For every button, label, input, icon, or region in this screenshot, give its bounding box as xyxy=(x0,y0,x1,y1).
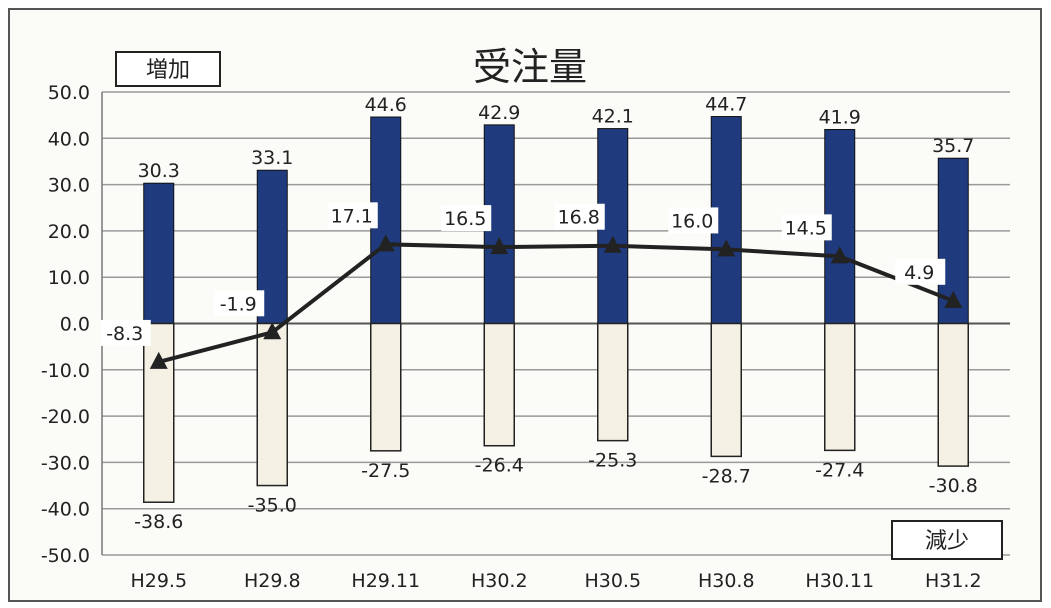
line-label-bg xyxy=(214,290,265,317)
x-tick-label: H30.5 xyxy=(584,570,641,592)
line-marker xyxy=(603,235,622,253)
data-label-line: -8.3 xyxy=(106,323,143,345)
bar-decrease xyxy=(483,322,515,447)
bar-decrease xyxy=(710,322,742,458)
data-label-decrease: -26.4 xyxy=(475,455,524,477)
line-marker xyxy=(717,239,736,257)
line-marker xyxy=(830,246,849,264)
data-label-line: 14.5 xyxy=(785,217,827,239)
bar-decrease xyxy=(597,322,629,442)
data-label-line: 16.8 xyxy=(558,207,600,229)
legend-increase: 増加 xyxy=(115,51,221,87)
chart-frame: 30.3 33.1 44.6 42.9 42.1 44.7 41.9 35.7 -38.6 -35… xyxy=(8,8,1042,602)
data-label-decrease: -38.6 xyxy=(134,511,183,533)
data-label-increase: 44.6 xyxy=(365,94,407,116)
data-label-increase: 41.9 xyxy=(819,107,861,129)
y-tick-label: 50.0 xyxy=(48,82,90,104)
data-label-increase: 42.1 xyxy=(592,106,634,128)
line-label-bg xyxy=(895,258,946,285)
x-tick-label: H29.11 xyxy=(351,570,420,592)
data-label-increase: 30.3 xyxy=(138,160,180,182)
line-marker xyxy=(490,237,509,255)
line-marker xyxy=(944,290,963,308)
data-label-line: 4.9 xyxy=(904,262,934,284)
y-tick-label: -40.0 xyxy=(41,499,90,521)
data-label-decrease: -25.3 xyxy=(588,450,637,472)
y-tick-label: 0.0 xyxy=(60,314,90,336)
data-label-decrease: -30.8 xyxy=(929,475,978,497)
y-tick-label: 10.0 xyxy=(48,267,90,289)
y-tick-label: 40.0 xyxy=(48,128,90,150)
data-label-increase: 42.9 xyxy=(478,102,520,124)
line-label-bg xyxy=(100,319,151,346)
data-label-line: 16.0 xyxy=(671,210,713,232)
data-label-decrease: -28.7 xyxy=(702,465,751,487)
y-tick-label: -30.0 xyxy=(41,452,90,474)
line-label-bg xyxy=(554,203,605,230)
line-label-bg xyxy=(781,214,832,241)
bar-decrease xyxy=(937,322,969,467)
data-label-increase: 44.7 xyxy=(705,94,747,116)
line-marker xyxy=(149,351,168,369)
chart: 30.3 33.1 44.6 42.9 42.1 44.7 41.9 35.7 -38.6 -35… xyxy=(41,45,1010,592)
legend-increase-label: 増加 xyxy=(146,58,190,83)
legend-decrease-label: 減少 xyxy=(925,529,969,554)
chart-title: 受注量 xyxy=(473,45,587,89)
data-label-increase: 33.1 xyxy=(251,147,293,169)
x-tick-label: H29.8 xyxy=(244,570,301,592)
line-label-bg xyxy=(441,205,492,232)
data-label-line: -1.9 xyxy=(220,293,257,315)
x-tick-label: H30.2 xyxy=(471,570,528,592)
line-label-bg xyxy=(668,207,719,234)
y-tick-label: -50.0 xyxy=(41,545,90,567)
data-label-decrease: -27.4 xyxy=(815,459,864,481)
x-tick-label: H29.5 xyxy=(130,570,187,592)
line-marker xyxy=(376,234,395,252)
y-tick-label: -20.0 xyxy=(41,406,90,428)
data-label-decrease: -27.5 xyxy=(361,460,410,482)
bar-decrease xyxy=(824,322,856,452)
x-tick-label: H31.2 xyxy=(925,570,982,592)
data-label-line: 16.5 xyxy=(444,208,486,230)
bar-decrease xyxy=(143,322,175,503)
bar-decrease xyxy=(256,322,288,487)
y-tick-label: 30.0 xyxy=(48,175,90,197)
x-tick-label: H30.8 xyxy=(698,570,755,592)
line-label-bg xyxy=(327,202,378,229)
bar-increase xyxy=(143,182,175,324)
data-label-increase: 35.7 xyxy=(932,135,974,157)
series-line xyxy=(158,242,954,364)
legend-decrease: 減少 xyxy=(891,520,1003,560)
line-marker xyxy=(263,322,282,340)
data-label-decrease: -35.0 xyxy=(248,495,297,517)
y-tick-label: 20.0 xyxy=(48,221,90,243)
data-label-line: 17.1 xyxy=(331,205,373,227)
y-tick-label: -10.0 xyxy=(41,360,90,382)
x-tick-label: H30.11 xyxy=(805,570,874,592)
bar-decrease xyxy=(370,322,402,452)
